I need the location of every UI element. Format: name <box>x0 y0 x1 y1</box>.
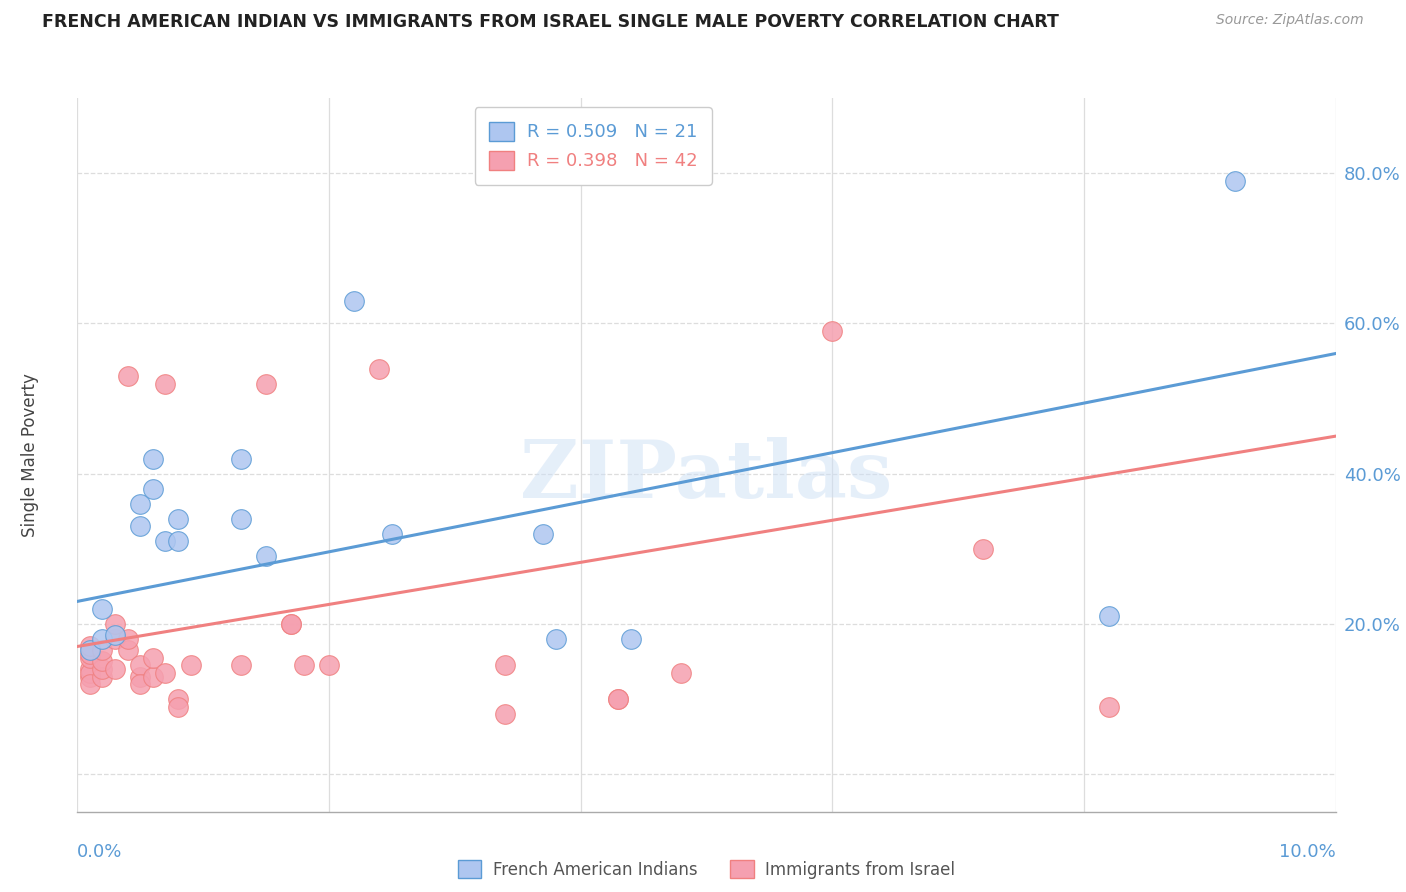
Point <box>167 534 190 549</box>
Text: Source: ZipAtlas.com: Source: ZipAtlas.com <box>1216 13 1364 28</box>
Point <box>167 699 190 714</box>
Point <box>607 692 630 706</box>
Point <box>254 376 277 391</box>
Point <box>229 512 252 526</box>
Point <box>229 658 252 673</box>
Point <box>79 640 101 654</box>
Text: 10.0%: 10.0% <box>1279 843 1336 861</box>
Point <box>494 658 516 673</box>
Point <box>280 616 302 631</box>
Point <box>79 643 101 657</box>
Point <box>117 632 139 646</box>
Point <box>91 632 114 646</box>
Point <box>155 376 177 391</box>
Point <box>155 665 177 680</box>
Legend: French American Indians, Immigrants from Israel: French American Indians, Immigrants from… <box>451 854 962 886</box>
Point <box>381 526 404 541</box>
Point <box>129 669 152 683</box>
Point <box>280 616 302 631</box>
Point <box>129 658 152 673</box>
Point <box>129 677 152 691</box>
Point <box>104 632 127 646</box>
Point <box>79 647 101 661</box>
Point <box>142 482 165 496</box>
Point <box>91 655 114 669</box>
Point <box>104 662 127 676</box>
Text: FRENCH AMERICAN INDIAN VS IMMIGRANTS FROM ISRAEL SINGLE MALE POVERTY CORRELATION: FRENCH AMERICAN INDIAN VS IMMIGRANTS FRO… <box>42 13 1059 31</box>
Text: ZIPatlas: ZIPatlas <box>520 437 893 516</box>
Point <box>104 628 127 642</box>
Point <box>91 669 114 683</box>
Point <box>91 602 114 616</box>
Point <box>129 497 152 511</box>
Point <box>79 665 101 680</box>
Point <box>972 541 994 556</box>
Point <box>1098 609 1121 624</box>
Point <box>343 293 366 308</box>
Point <box>180 658 202 673</box>
Point <box>79 650 101 665</box>
Point <box>142 650 165 665</box>
Point <box>821 324 844 338</box>
Point <box>1098 699 1121 714</box>
Point <box>142 451 165 466</box>
Point <box>155 534 177 549</box>
Point <box>91 662 114 676</box>
Point <box>620 632 643 646</box>
Point <box>79 677 101 691</box>
Text: Single Male Poverty: Single Male Poverty <box>21 373 38 537</box>
Point <box>79 662 101 676</box>
Point <box>607 692 630 706</box>
Point <box>1223 174 1246 188</box>
Point <box>142 669 165 683</box>
Point <box>91 643 114 657</box>
Point <box>544 632 567 646</box>
Point <box>167 512 190 526</box>
Point <box>167 692 190 706</box>
Point <box>79 669 101 683</box>
Point <box>318 658 340 673</box>
Point <box>368 361 391 376</box>
Point <box>117 369 139 384</box>
Point <box>117 643 139 657</box>
Point <box>129 519 152 533</box>
Point <box>104 616 127 631</box>
Point <box>229 451 252 466</box>
Point <box>254 549 277 564</box>
Point <box>292 658 315 673</box>
Point <box>671 665 693 680</box>
Point <box>531 526 554 541</box>
Text: 0.0%: 0.0% <box>77 843 122 861</box>
Point <box>494 707 516 722</box>
